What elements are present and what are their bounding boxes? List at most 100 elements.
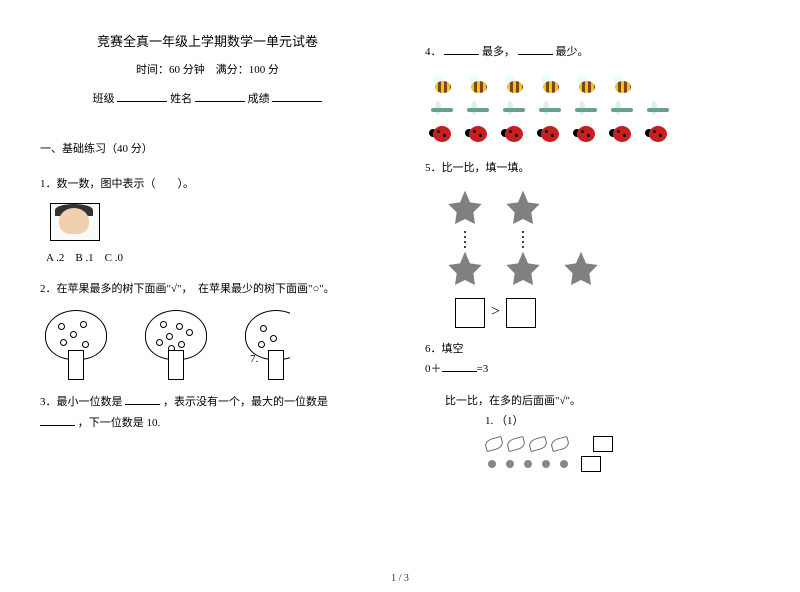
q6-blank[interactable] xyxy=(442,359,477,372)
leaf-icon xyxy=(506,436,526,452)
star-icon xyxy=(445,189,485,229)
bee-icon xyxy=(461,75,495,97)
q4-text-b: 最多， xyxy=(482,46,515,58)
time-value: 60 分钟 xyxy=(169,64,205,76)
flower-icon xyxy=(503,457,517,471)
name-label: 姓名 xyxy=(170,93,192,105)
star-icon xyxy=(445,250,485,290)
exam-subtitle: 时间：60 分钟 满分：100 分 xyxy=(40,61,375,81)
star-icon xyxy=(561,250,601,290)
ladybug-icon xyxy=(533,123,567,145)
name-blank[interactable] xyxy=(195,89,245,102)
stars-diagram: > xyxy=(425,189,760,328)
tree-trunk xyxy=(268,350,284,380)
star-icon xyxy=(503,250,543,290)
apple-icon xyxy=(60,339,67,346)
ladybugs-row xyxy=(425,123,760,145)
flower-icon xyxy=(539,457,553,471)
dragonfly-icon xyxy=(605,99,639,121)
dots-col xyxy=(503,231,543,248)
q4-blank-1[interactable] xyxy=(444,42,479,55)
q3-blank-1[interactable] xyxy=(125,392,160,405)
score-label: 成绩 xyxy=(248,93,270,105)
greater-than-symbol: > xyxy=(491,298,500,327)
leaves-row xyxy=(485,436,760,452)
class-blank[interactable] xyxy=(117,89,167,102)
leaf-icon xyxy=(528,436,548,452)
q3-text-a: 3．最小一位数是 xyxy=(40,396,123,408)
q2-text: 2．在苹果最多的树下面画"√"， 在苹果最少的树下面画"○"。 xyxy=(40,280,375,300)
flowers-row xyxy=(485,456,760,472)
dragonfly-icon xyxy=(497,99,531,121)
full-value: 100 分 xyxy=(249,64,279,76)
bee-icon xyxy=(569,75,603,97)
tree-1 xyxy=(40,310,110,380)
check-box[interactable] xyxy=(593,436,613,452)
tree-2 xyxy=(140,310,210,380)
apple-icon xyxy=(186,329,193,336)
stars-top-row xyxy=(445,189,760,229)
leaf-icon xyxy=(484,436,504,452)
dots-row xyxy=(445,231,760,248)
question-7: 比一比，在多的后面画"√"。 1. （1） xyxy=(445,392,760,472)
apple-icon xyxy=(166,333,173,340)
ladybug-icon xyxy=(497,123,531,145)
question-6: 6．填空 0＋=3 xyxy=(425,340,760,381)
leaf-icon xyxy=(550,436,570,452)
apple-icon xyxy=(260,325,267,332)
q1-options: A .2 B .1 C .0 xyxy=(46,249,375,269)
time-label: 时间： xyxy=(136,64,169,76)
q5-text: 5．比一比，填一填。 xyxy=(425,159,760,179)
bee-icon xyxy=(497,75,531,97)
q6-expr-b: =3 xyxy=(477,363,489,375)
page-number: 1 / 3 xyxy=(0,573,800,584)
right-column: 4． 最多， 最少。 xyxy=(425,30,760,484)
flower-icon xyxy=(557,457,571,471)
q4-blank-2[interactable] xyxy=(518,42,553,55)
q4-text-a: 4． xyxy=(425,46,442,58)
apple-icon xyxy=(82,341,89,348)
apple-icon xyxy=(80,321,87,328)
ladybug-icon xyxy=(605,123,639,145)
stars-bottom-row xyxy=(445,250,760,290)
q6-expr-a: 0＋ xyxy=(425,363,442,375)
answer-box[interactable] xyxy=(506,298,536,328)
flower-icon xyxy=(485,457,499,471)
q7-text: 比一比，在多的后面画"√"。 xyxy=(445,392,760,412)
q4-text-c: 最少。 xyxy=(556,46,589,58)
bee-icon xyxy=(605,75,639,97)
flower-icon xyxy=(521,457,535,471)
bee-icon xyxy=(533,75,567,97)
bees-row xyxy=(425,75,760,97)
apple-icon xyxy=(156,339,163,346)
question-3: 3．最小一位数是 ，表示没有一个，最大的一位数是 ，下一位数是 10. xyxy=(40,392,375,434)
question-4: 4． 最多， 最少。 xyxy=(425,42,760,63)
question-2: 2．在苹果最多的树下面画"√"， 在苹果最少的树下面画"○"。 xyxy=(40,280,375,380)
bugs-image xyxy=(425,75,760,145)
ladybug-icon xyxy=(425,123,459,145)
apple-icon xyxy=(176,323,183,330)
apple-icon xyxy=(58,323,65,330)
score-blank[interactable] xyxy=(272,89,322,102)
tree-trunk xyxy=(168,350,184,380)
check-box[interactable] xyxy=(581,456,601,472)
star-icon xyxy=(503,189,543,229)
q6-expression: 0＋ =3 xyxy=(425,359,760,380)
q3-text-b: ，表示没有一个，最大的一位数是 xyxy=(163,396,328,408)
apple-icon xyxy=(270,335,277,342)
apple-icon xyxy=(70,331,77,338)
question-5: 5．比一比，填一填。 > xyxy=(425,159,760,328)
dragonfly-icon xyxy=(425,99,459,121)
q3-blank-2[interactable] xyxy=(40,413,75,426)
ladybug-icon xyxy=(641,123,675,145)
dragonflies-row xyxy=(425,99,760,121)
page: 竞赛全真一年级上学期数学一单元试卷 时间：60 分钟 满分：100 分 班级 姓… xyxy=(0,0,800,494)
q3-text-c: ，下一位数是 10. xyxy=(78,417,161,429)
bee-icon xyxy=(425,75,459,97)
dragonfly-icon xyxy=(461,99,495,121)
apple-icon xyxy=(178,341,185,348)
question-1: 1．数一数，图中表示（ ）。 A .2 B .1 C .0 xyxy=(40,175,375,269)
left-column: 竞赛全真一年级上学期数学一单元试卷 时间：60 分钟 满分：100 分 班级 姓… xyxy=(40,30,375,484)
answer-box[interactable] xyxy=(455,298,485,328)
face-icon xyxy=(59,208,89,234)
